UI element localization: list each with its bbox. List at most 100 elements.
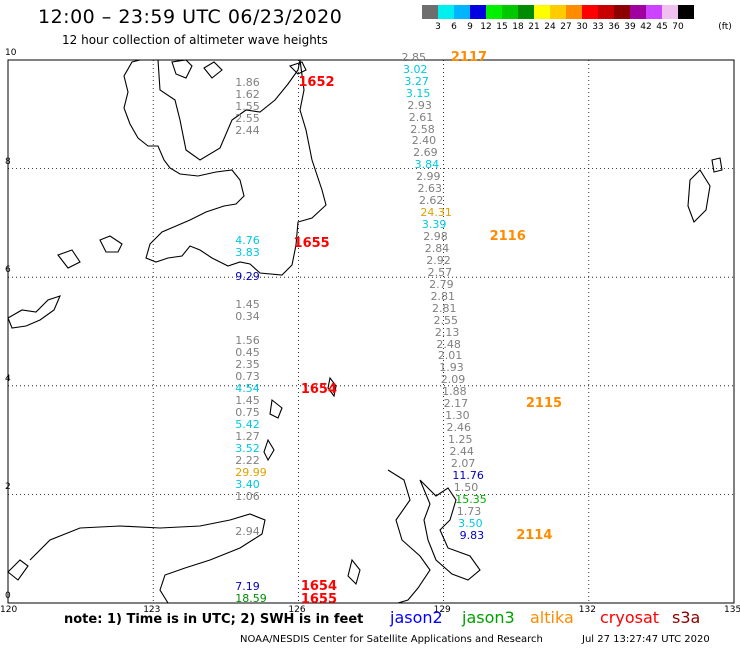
wave-value: 2.98: [423, 230, 448, 244]
wave-value: 2.69: [413, 146, 438, 160]
wave-value: 2.40: [411, 134, 437, 148]
color-swatch: [614, 5, 630, 19]
wave-value: 1.56: [235, 334, 260, 348]
color-swatch: [422, 5, 438, 19]
wave-value: 1.45: [235, 394, 260, 407]
wave-value: 2.46: [446, 421, 472, 435]
wave-value: 3.52: [235, 441, 260, 455]
wave-value: 2.81: [432, 301, 457, 315]
wave-value: 1.55: [235, 99, 260, 113]
pass-time-label: 1654: [300, 578, 337, 594]
wave-value: 2.81: [430, 289, 456, 303]
lon-tick-label: 129: [433, 605, 451, 615]
color-swatch: [646, 5, 662, 19]
pass-time-label: 2114: [516, 527, 553, 543]
wave-value: 1.30: [445, 409, 470, 423]
color-legend-label: 33: [592, 22, 604, 32]
color-legend-label: 30: [576, 22, 588, 32]
color-legend-bar: [422, 5, 694, 19]
wave-value: 3.40: [235, 477, 260, 491]
wave-value: 2.84: [424, 241, 450, 255]
wave-value: 3.83: [235, 246, 260, 260]
wave-value: 2.55: [433, 313, 458, 327]
legend-jason3: jason3: [462, 608, 515, 627]
lat-tick-label: 2: [5, 482, 11, 493]
wave-value: 2.44: [235, 123, 260, 137]
color-legend-label: 36: [608, 22, 620, 32]
wave-value: 2.61: [408, 110, 434, 124]
lat-tick-label: 10: [5, 48, 17, 58]
color-swatch: [566, 5, 582, 19]
legend-s3a: s3a: [672, 608, 701, 627]
wave-value: 4.76: [235, 234, 260, 248]
lon-tick-label: 120: [0, 605, 18, 615]
wave-value: 2.55: [235, 111, 260, 125]
wave-value: 3.15: [405, 86, 431, 100]
wave-value: 2.92: [426, 253, 451, 267]
wave-value: 18.59: [235, 591, 267, 605]
wave-value: 5.42: [235, 417, 260, 431]
wave-value: 1.62: [235, 87, 260, 101]
pass-time-label: 1654: [300, 382, 337, 398]
lon-tick-label: 123: [143, 605, 161, 615]
pass-time-label: 2116: [489, 229, 526, 245]
color-swatch: [454, 5, 470, 19]
color-legend-label: 18: [512, 22, 524, 32]
wave-value: 2.85: [401, 50, 427, 64]
color-legend-label: 42: [640, 22, 652, 32]
color-swatch: [438, 5, 454, 19]
wave-value: 1.45: [235, 298, 260, 312]
wave-value: 2.93: [407, 98, 432, 112]
legend-jason2: jason2: [390, 608, 443, 627]
wave-value: 11.76: [452, 468, 484, 482]
wave-value: 0.73: [235, 370, 260, 384]
pass-time-label: 1655: [293, 235, 330, 251]
color-legend-label: 3: [435, 22, 441, 32]
lat-tick-label: 8: [5, 156, 11, 167]
wave-value: 2.09: [440, 373, 466, 387]
color-legend-label: 6: [451, 22, 457, 32]
color-swatch: [630, 5, 646, 19]
lat-lon-grid: [7, 59, 735, 604]
color-swatch: [470, 5, 486, 19]
color-legend-label: 39: [624, 22, 636, 32]
wave-value: 9.83: [459, 528, 485, 542]
wave-value: 0.75: [235, 405, 260, 419]
color-swatch: [486, 5, 502, 19]
wave-value: 9.29: [235, 270, 260, 284]
wave-value: 2.58: [410, 122, 435, 136]
footer-timestamp: Jul 27 13:27:47 UTC 2020: [582, 634, 710, 645]
color-legend-unit: (ft): [718, 22, 732, 32]
pass-time-label: 1655: [300, 591, 337, 607]
wave-value: 3.02: [402, 62, 428, 76]
wave-value: 2.17: [443, 397, 469, 411]
wave-value: 7.19: [235, 579, 260, 593]
color-legend-label: 27: [560, 22, 572, 32]
wave-value: 2.22: [235, 453, 260, 467]
wave-value: 2.62: [418, 194, 444, 208]
wave-value: 2.79: [429, 277, 454, 291]
wave-value: 2.48: [436, 337, 461, 351]
pass-time-label: 2117: [450, 49, 488, 65]
wave-value: 1.88: [442, 385, 467, 399]
color-legend-label: 21: [528, 22, 540, 32]
color-legend-label: 45: [656, 22, 668, 32]
color-swatch: [534, 5, 550, 19]
map-frame: [7, 59, 735, 604]
chart-subtitle: 12 hour collection of altimeter wave hei…: [62, 33, 328, 47]
wave-value: 2.07: [450, 456, 476, 470]
wave-value: 3.27: [404, 74, 429, 88]
footer-center: NOAA/NESDIS Center for Satellite Applica…: [240, 634, 543, 645]
legend-altika: altika: [530, 608, 574, 627]
wave-value: 3.50: [458, 516, 483, 530]
color-legend-labels: 3 6 9 12 15 18 21 24 27 30 33 36 39 42 45 70 (ft): [422, 22, 740, 34]
wave-value: 1.73: [456, 504, 482, 518]
wave-value: 3.84: [414, 158, 440, 172]
color-swatch: [582, 5, 598, 19]
wave-value: 24.31: [420, 206, 452, 220]
color-legend-label: 9: [467, 22, 473, 32]
wave-value: 4.54: [235, 382, 260, 396]
note-text: note: 1) Time is in UTC; 2) SWH is in fe…: [64, 612, 364, 627]
lon-tick-label: 132: [578, 605, 596, 615]
